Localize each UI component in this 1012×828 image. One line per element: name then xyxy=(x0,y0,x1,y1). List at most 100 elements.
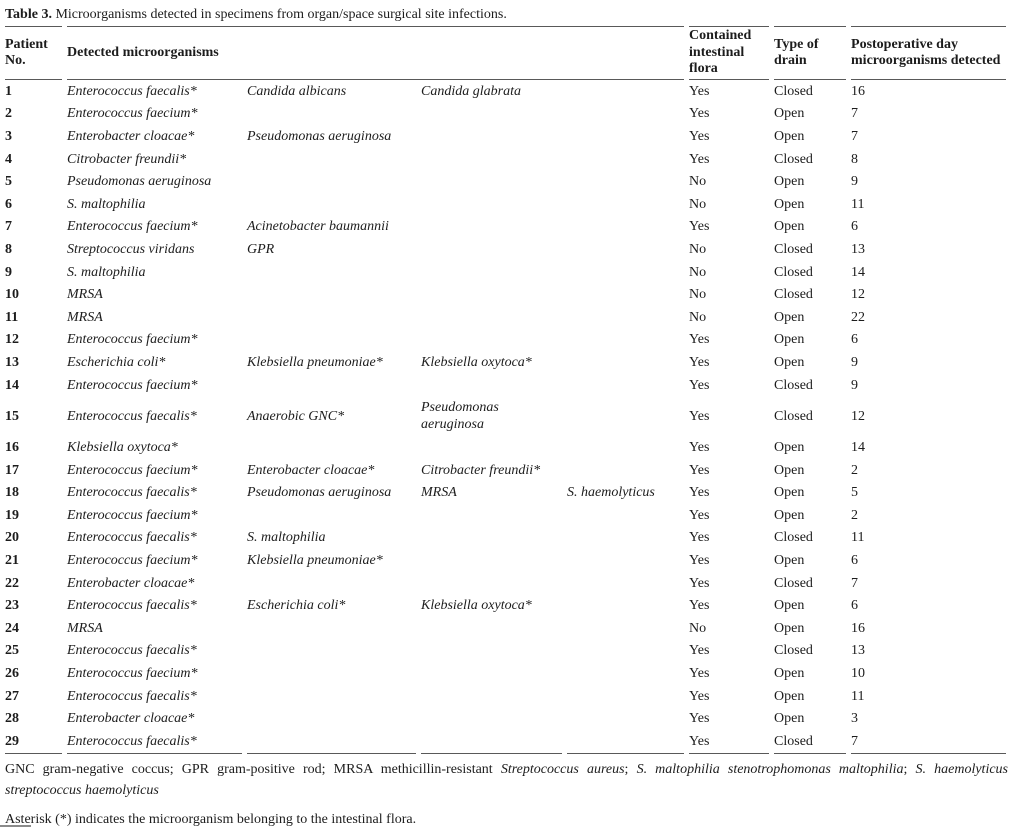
patient-no-cell: 29 xyxy=(5,730,62,754)
organism-cell xyxy=(421,572,562,595)
drain-type-cell: Open xyxy=(774,436,846,459)
organism-cell xyxy=(567,238,684,261)
organism-cell xyxy=(421,730,562,754)
drain-type-cell: Closed xyxy=(774,374,846,397)
intestinal-flora-cell-text: Yes xyxy=(689,666,710,682)
patient-no-cell-text: 24 xyxy=(5,620,19,636)
header-patient-no: Patient No. xyxy=(5,26,62,80)
postop-day-cell: 13 xyxy=(851,238,1006,261)
patient-no-cell: 15 xyxy=(5,396,62,436)
drain-type-cell: Closed xyxy=(774,640,846,663)
table-row: 7 Enterococcus faecium* Acinetobacter baum… xyxy=(5,216,1006,239)
organism-cell: Enterococcus faecium* xyxy=(67,662,242,685)
drain-type-cell: Closed xyxy=(774,261,846,284)
organism-cell: MRSA xyxy=(67,283,242,306)
organism-cell-text: Enterococcus faecium* xyxy=(67,377,198,393)
organism-cell: Enterococcus faecium* xyxy=(67,504,242,527)
drain-type-cell-text: Open xyxy=(774,309,805,325)
drain-type-cell: Open xyxy=(774,103,846,126)
organism-cell-text: Escherichia coli* xyxy=(247,598,346,614)
patient-no-cell-text: 15 xyxy=(5,408,19,424)
drain-type-cell: Open xyxy=(774,482,846,505)
organism-cell: Enterobacter cloacae* xyxy=(67,572,242,595)
intestinal-flora-cell-text: Yes xyxy=(689,332,710,348)
drain-type-cell: Closed xyxy=(774,527,846,550)
drain-type-cell: Open xyxy=(774,594,846,617)
postop-day-cell: 9 xyxy=(851,170,1006,193)
postop-day-cell: 16 xyxy=(851,617,1006,640)
organism-cell: MRSA xyxy=(67,306,242,329)
organism-cell-text: GPR xyxy=(247,241,275,257)
patient-no-cell: 19 xyxy=(5,504,62,527)
organism-cell: S. maltophilia xyxy=(67,193,242,216)
postop-day-cell-text: 7 xyxy=(851,733,859,749)
table-row: 26 Enterococcus faecium* Yes Open 10 xyxy=(5,662,1006,685)
organism-cell-text: Enterococcus faecium* xyxy=(67,666,198,682)
patient-no-cell-text: 4 xyxy=(5,151,12,167)
postop-day-cell-text: 16 xyxy=(851,83,866,99)
patient-no-cell: 22 xyxy=(5,572,62,595)
drain-type-cell-text: Closed xyxy=(774,733,813,749)
intestinal-flora-cell-text: Yes xyxy=(689,575,710,591)
patient-no-cell-text: 27 xyxy=(5,688,19,704)
patient-no-cell-text: 25 xyxy=(5,643,19,659)
drain-type-cell-text: Closed xyxy=(774,83,813,99)
header-row: Patient No. Detected microorganisms Cont… xyxy=(5,26,1007,80)
organism-cell xyxy=(567,527,684,550)
organism-cell: Enterococcus faecalis* xyxy=(67,594,242,617)
organism-cell: Candida glabrata xyxy=(421,80,562,103)
organism-cell: Enterococcus faecium* xyxy=(67,329,242,352)
patient-no-cell-text: 6 xyxy=(5,196,12,212)
postop-day-cell-text: 12 xyxy=(851,408,866,424)
patient-no-cell: 18 xyxy=(5,482,62,505)
postop-day-cell: 12 xyxy=(851,283,1006,306)
patient-no-cell-text: 29 xyxy=(5,733,19,749)
patient-no-cell: 12 xyxy=(5,329,62,352)
organism-cell xyxy=(247,685,416,708)
table-row: 8 Streptococcus viridans GPR No Closed 13 xyxy=(5,238,1006,261)
drain-type-cell-text: Open xyxy=(774,354,805,370)
organism-cell-text: S. maltophilia xyxy=(247,530,326,546)
organism-cell: Klebsiella pneumoniae* xyxy=(247,549,416,572)
patient-no-cell: 17 xyxy=(5,459,62,482)
patient-no-cell-text: 12 xyxy=(5,332,19,348)
organism-cell xyxy=(567,283,684,306)
intestinal-flora-cell: Yes xyxy=(689,396,769,436)
organism-cell xyxy=(567,261,684,284)
organism-cell xyxy=(421,193,562,216)
organism-cell: Pseudomonas aeruginosa xyxy=(247,125,416,148)
patient-no-cell-text: 3 xyxy=(5,128,12,144)
organism-cell-text: Enterococcus faecalis* xyxy=(67,530,197,546)
drain-type-cell-text: Open xyxy=(774,485,805,501)
drain-type-cell: Open xyxy=(774,329,846,352)
organism-cell: Enterococcus faecalis* xyxy=(67,80,242,103)
organism-cell-text: Klebsiella pneumoniae* xyxy=(247,354,383,370)
organism-cell xyxy=(421,685,562,708)
intestinal-flora-cell-text: Yes xyxy=(689,128,710,144)
drain-type-cell-text: Open xyxy=(774,666,805,682)
organism-cell: Klebsiella oxytoca* xyxy=(67,436,242,459)
organism-cell: Enterococcus faecalis* xyxy=(67,730,242,754)
table-row: 28 Enterobacter cloacae* Yes Open 3 xyxy=(5,707,1006,730)
drain-type-cell: Open xyxy=(774,617,846,640)
organism-cell xyxy=(421,527,562,550)
organism-cell xyxy=(421,148,562,171)
postop-day-cell: 12 xyxy=(851,396,1006,436)
patient-no-cell-text: 1 xyxy=(5,83,12,99)
postop-day-cell: 6 xyxy=(851,594,1006,617)
patient-no-cell: 27 xyxy=(5,685,62,708)
organism-cell xyxy=(567,707,684,730)
organism-cell-text: MRSA xyxy=(67,309,103,325)
intestinal-flora-cell: Yes xyxy=(689,707,769,730)
organism-cell-text: Acinetobacter baumannii xyxy=(247,219,389,235)
organism-cell: Enterococcus faecalis* xyxy=(67,527,242,550)
intestinal-flora-cell: Yes xyxy=(689,685,769,708)
abbreviation-term-italic: S. haemolyticus streptococcus haemolytic… xyxy=(5,761,1008,799)
organism-cell-text: Enterococcus faecalis* xyxy=(67,733,197,749)
drain-type-cell-text: Open xyxy=(774,688,805,704)
organism-cell: Acinetobacter baumannii xyxy=(247,216,416,239)
postop-day-cell: 9 xyxy=(851,374,1006,397)
table-row: 12 Enterococcus faecium* Yes Open 6 xyxy=(5,329,1006,352)
table-row: 9 S. maltophilia No Closed 14 xyxy=(5,261,1006,284)
intestinal-flora-cell: Yes xyxy=(689,482,769,505)
